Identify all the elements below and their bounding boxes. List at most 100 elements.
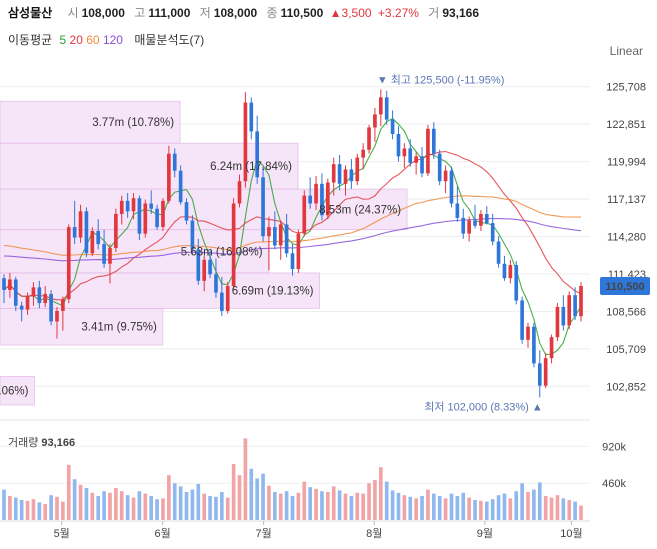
candle [55, 307, 59, 339]
y-tick-label: 114,280 [607, 232, 646, 244]
volume-bar [249, 468, 254, 520]
candle-body [526, 326, 530, 340]
candle [384, 90, 389, 125]
candle [473, 204, 477, 229]
candle [408, 139, 413, 167]
open-label: 시 [67, 6, 79, 20]
candle-body [43, 293, 48, 304]
candle-body [214, 274, 218, 293]
volume-bar [208, 496, 212, 520]
x-tick-label: 8월 [366, 527, 382, 540]
candle-body [502, 263, 507, 279]
volume-bar [420, 496, 424, 520]
volume-bar [214, 496, 218, 520]
volume-bar [37, 502, 42, 520]
volume-bar [155, 499, 159, 520]
ma60-line [3, 195, 581, 256]
candle [66, 224, 71, 304]
candle-body [25, 296, 30, 310]
candle [273, 211, 277, 250]
volume-bar [337, 490, 342, 520]
candle-body [37, 287, 42, 304]
y-tick-label: 122,851 [606, 119, 646, 131]
candle-body [431, 128, 436, 154]
volume-bar [90, 492, 95, 520]
candle [202, 255, 207, 292]
volume-bar [31, 499, 36, 520]
candle-body [561, 307, 566, 326]
volume-bar [349, 496, 354, 520]
candle [320, 173, 324, 221]
volume-profile-label[interactable]: 매물분석도(7) [134, 33, 205, 47]
candle [143, 199, 148, 238]
x-tick-label: 9월 [477, 527, 493, 540]
candle-body [13, 279, 18, 306]
volume-bar [520, 483, 524, 520]
candle [532, 322, 536, 368]
volume-bar [508, 498, 513, 520]
candle-body [314, 183, 318, 204]
candle-body [308, 195, 312, 204]
candle [420, 147, 424, 178]
volume-bar [161, 498, 165, 520]
candle-body [443, 170, 448, 182]
candle-body [490, 223, 495, 242]
volume-bar [131, 497, 136, 520]
candle-body [302, 195, 307, 234]
candle [490, 213, 495, 246]
candle [190, 215, 195, 255]
candle [172, 148, 177, 178]
candle [479, 210, 483, 232]
x-tick-label: 10월 [560, 527, 582, 540]
volume-bar [231, 464, 236, 520]
volume-bar [290, 496, 295, 520]
y-tick-label: 108,566 [606, 306, 646, 318]
candle-body [543, 358, 548, 386]
candle [13, 276, 18, 311]
candle-body [349, 169, 354, 182]
volume-bar [178, 486, 183, 520]
candle [90, 227, 95, 256]
volume-bar [284, 491, 289, 520]
candle-body [467, 220, 471, 234]
scale-mode-button[interactable]: Linear [609, 44, 643, 58]
candle-body [320, 183, 324, 216]
volume-bar [149, 496, 154, 520]
y-tick-label: 105,709 [606, 344, 646, 356]
candle-body [131, 198, 136, 212]
candle [549, 334, 554, 364]
volume-profile-bar [0, 142, 299, 190]
volume-bar [437, 496, 442, 520]
candle-body [290, 253, 295, 270]
candle-body [108, 248, 112, 264]
candle [437, 149, 442, 186]
volume-bar [467, 497, 471, 520]
candle [125, 192, 130, 218]
candle-body [8, 279, 12, 290]
candle [196, 238, 201, 285]
candle-body [78, 211, 83, 238]
candle-body [484, 213, 489, 224]
candle-body [149, 203, 154, 209]
y-tick-label: 119,994 [607, 157, 646, 169]
volume-profile-label: 3.77m (10.78%) [92, 117, 174, 129]
volume-bar [367, 483, 371, 520]
candle [31, 282, 36, 306]
candle-body [520, 300, 524, 340]
volume-title-value: 93,166 [41, 437, 75, 449]
candle [155, 204, 159, 230]
candle-body [361, 149, 365, 158]
candle [308, 177, 312, 209]
candle [467, 216, 471, 242]
candle-body [178, 170, 183, 203]
candle [237, 174, 242, 208]
moving-average-label[interactable]: 이동평균 [8, 33, 53, 47]
volume-profile-label: 5.63m (16.08%) [181, 246, 263, 258]
ma60-label: 60 [86, 33, 100, 47]
candle [484, 206, 489, 225]
candle [284, 213, 289, 258]
candle-body [267, 227, 271, 237]
candle [37, 280, 42, 309]
volume-bar [326, 492, 330, 520]
